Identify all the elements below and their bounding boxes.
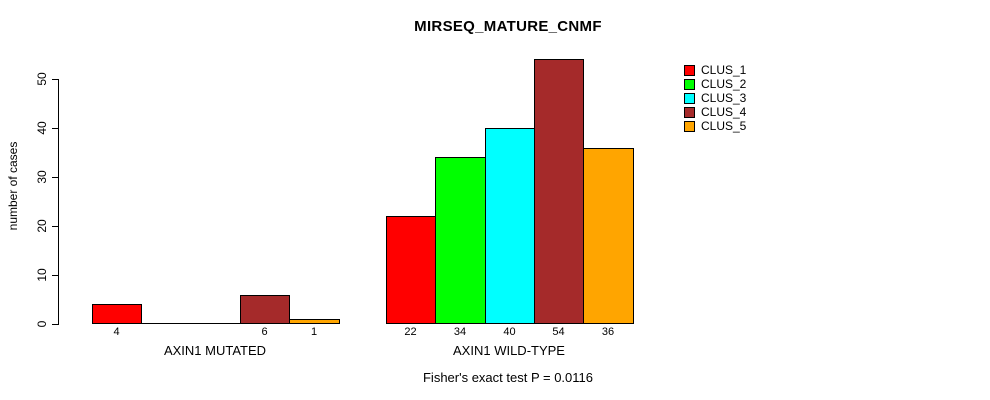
y-tick-label: 10 <box>35 268 49 282</box>
bar <box>92 304 142 324</box>
legend-swatch <box>684 92 695 104</box>
y-tick <box>52 177 58 178</box>
legend-item: CLUS_5 <box>684 119 746 133</box>
legend-swatch <box>684 64 695 76</box>
bar-value-label: 4 <box>113 326 120 338</box>
bar-value-label: 34 <box>453 326 467 338</box>
legend-label: CLUS_4 <box>701 105 747 119</box>
y-tick <box>52 275 58 276</box>
y-tick <box>52 226 58 227</box>
legend: CLUS_1 CLUS_2 CLUS_3 CLUS_4 CLUS_5 <box>684 63 746 133</box>
y-tick-label: 20 <box>35 219 49 233</box>
bar-value-label: 36 <box>601 326 615 338</box>
legend-item: CLUS_4 <box>684 105 746 119</box>
bar <box>289 319 340 324</box>
bar <box>583 148 634 324</box>
legend-swatch <box>684 78 695 90</box>
bar <box>386 216 436 324</box>
legend-swatch <box>684 106 695 118</box>
y-tick <box>52 128 58 129</box>
x-group-label: AXIN1 WILD-TYPE <box>453 343 565 358</box>
legend-swatch <box>684 120 695 132</box>
chart-title: MIRSEQ_MATURE_CNMF <box>414 18 602 35</box>
legend-label: CLUS_5 <box>701 119 747 133</box>
bar-value-label: 1 <box>310 326 318 338</box>
legend-item: CLUS_1 <box>684 63 746 77</box>
y-tick-label: 40 <box>35 121 49 135</box>
y-tick-label: 0 <box>35 320 49 328</box>
legend-label: CLUS_2 <box>701 77 747 91</box>
bar-value-label: 40 <box>503 326 516 338</box>
x-group-label: AXIN1 MUTATED <box>163 343 267 358</box>
bar <box>240 295 290 324</box>
legend-label: CLUS_1 <box>701 63 747 77</box>
bar <box>191 323 241 324</box>
bar <box>485 128 535 324</box>
bar-value-label: 22 <box>404 326 417 338</box>
y-tick-label: 30 <box>35 170 49 184</box>
bar-value-label: 54 <box>552 326 565 338</box>
bar <box>435 157 486 324</box>
legend-item: CLUS_2 <box>684 77 746 91</box>
y-tick <box>52 324 58 325</box>
bar-value-label: 6 <box>261 326 268 338</box>
bar <box>141 323 192 324</box>
bar <box>534 59 584 324</box>
legend-label: CLUS_3 <box>701 91 747 105</box>
y-tick-label: 50 <box>35 72 49 86</box>
legend-item: CLUS_3 <box>684 91 746 105</box>
y-axis-line <box>58 79 59 325</box>
annotation-fisher-test: Fisher's exact test P = 0.0116 <box>422 370 593 385</box>
y-tick <box>52 79 58 80</box>
y-axis-title: number of cases <box>6 141 20 231</box>
